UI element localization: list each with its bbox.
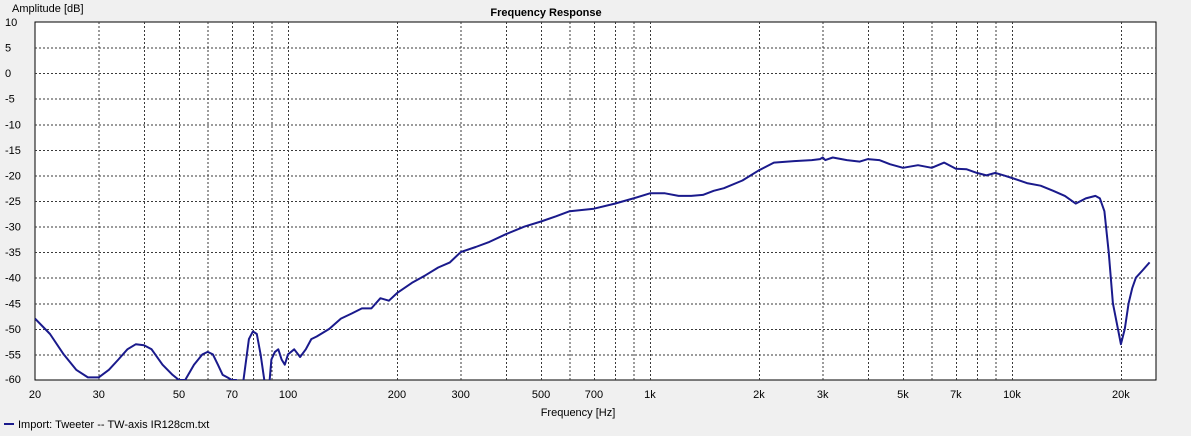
y-tick-label: 0 (5, 68, 11, 80)
x-tick-label: 20 (29, 389, 41, 401)
x-tick-label: 300 (452, 389, 470, 401)
y-tick-label: 10 (5, 17, 17, 29)
y-tick-label: -50 (5, 324, 21, 336)
x-tick-label: 70 (226, 389, 238, 401)
x-tick-label: 700 (585, 389, 603, 401)
x-tick-label: 500 (532, 389, 550, 401)
y-tick-label: -40 (5, 273, 21, 285)
x-tick-label: 50 (173, 389, 185, 401)
x-tick-label: 5k (897, 389, 909, 401)
y-tick-label: -55 (5, 349, 21, 361)
y-tick-label: -25 (5, 196, 21, 208)
x-tick-label: 100 (279, 389, 297, 401)
chart-title: Frequency Response (490, 7, 601, 19)
x-tick-label: 30 (93, 389, 105, 401)
x-tick-label: 1k (644, 389, 656, 401)
x-tick-label: 10k (1003, 389, 1021, 401)
x-tick-label: 7k (950, 389, 962, 401)
y-tick-label: -20 (5, 170, 21, 182)
y-tick-label: -15 (5, 145, 21, 157)
x-tick-label: 3k (817, 389, 829, 401)
y-tick-label: -5 (5, 94, 15, 106)
series-line-0 (35, 156, 1151, 380)
x-axis-title: Frequency [Hz] (541, 407, 616, 419)
y-tick-label: -60 (5, 374, 21, 386)
y-tick-label: -35 (5, 247, 21, 259)
y-tick-label: 5 (5, 43, 11, 55)
x-tick-label: 2k (753, 389, 765, 401)
legend-label: Import: Tweeter -- TW-axis IR128cm.txt (18, 419, 209, 431)
y-tick-label: -30 (5, 222, 21, 234)
legend: Import: Tweeter -- TW-axis IR128cm.txt (4, 419, 209, 431)
x-tick-label: 20k (1112, 389, 1130, 401)
y-tick-label: -45 (5, 298, 21, 310)
x-tick-label: 200 (388, 389, 406, 401)
y-axis-title: Amplitude [dB] (12, 3, 84, 15)
y-tick-label: -10 (5, 119, 21, 131)
